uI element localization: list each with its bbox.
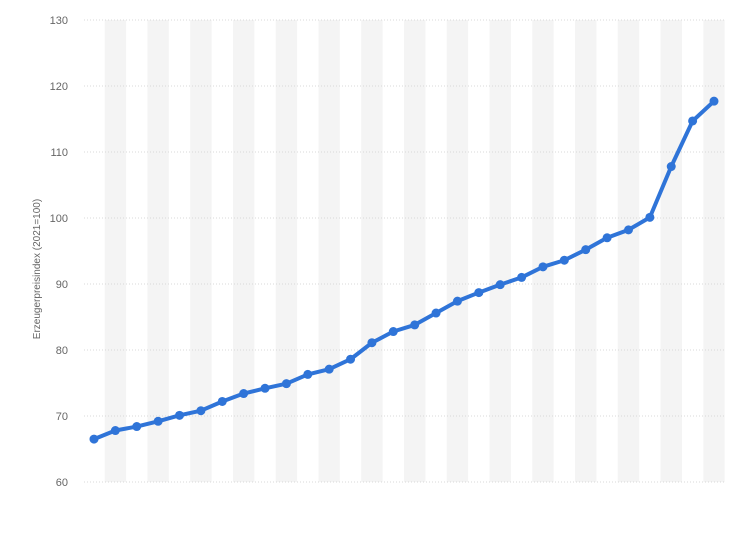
gridlines bbox=[84, 19, 726, 483]
series-points bbox=[89, 96, 719, 444]
data-point bbox=[431, 308, 441, 318]
column-bands bbox=[104, 20, 725, 482]
column-band bbox=[232, 20, 255, 482]
y-tick-label: 110 bbox=[50, 147, 68, 159]
data-point bbox=[688, 116, 698, 126]
y-tick-label: 80 bbox=[56, 345, 68, 357]
column-band bbox=[532, 20, 554, 482]
column-band bbox=[147, 20, 169, 482]
data-point bbox=[709, 96, 719, 106]
y-tick-label: 90 bbox=[56, 279, 68, 291]
data-point bbox=[623, 225, 633, 235]
data-point bbox=[196, 406, 206, 416]
y-tick-label: 120 bbox=[50, 81, 68, 93]
column-band bbox=[361, 20, 383, 482]
column-band bbox=[404, 20, 426, 482]
y-tick-label: 60 bbox=[56, 477, 68, 489]
data-point bbox=[602, 233, 612, 243]
column-band bbox=[275, 20, 298, 482]
data-point bbox=[89, 434, 99, 444]
data-point bbox=[452, 296, 462, 306]
y-tick-label: 130 bbox=[50, 15, 68, 27]
column-band bbox=[617, 20, 640, 482]
data-point bbox=[581, 245, 591, 255]
data-point bbox=[239, 389, 249, 399]
column-band bbox=[318, 20, 340, 482]
data-point bbox=[132, 422, 142, 432]
column-band bbox=[489, 20, 511, 482]
data-point bbox=[645, 212, 655, 222]
column-band bbox=[190, 20, 212, 482]
data-point bbox=[303, 369, 313, 379]
column-band bbox=[703, 20, 725, 482]
data-point bbox=[153, 416, 163, 426]
data-point bbox=[367, 338, 377, 348]
data-point bbox=[388, 327, 398, 337]
data-point bbox=[281, 379, 291, 389]
data-point bbox=[538, 262, 548, 272]
data-point bbox=[495, 280, 505, 290]
data-point bbox=[175, 410, 185, 420]
data-point bbox=[666, 162, 676, 172]
data-point bbox=[410, 320, 420, 330]
data-point bbox=[517, 272, 527, 282]
data-point bbox=[324, 364, 334, 374]
data-point bbox=[260, 383, 270, 393]
data-point bbox=[559, 255, 569, 265]
data-point bbox=[346, 354, 356, 364]
data-point bbox=[110, 426, 120, 436]
data-point bbox=[217, 396, 227, 406]
data-point bbox=[474, 288, 484, 298]
y-tick-label: 100 bbox=[50, 213, 68, 225]
column-band bbox=[446, 20, 469, 482]
column-band bbox=[104, 20, 127, 482]
y-tick-label: 70 bbox=[56, 411, 68, 423]
y-axis-ticks: 60 70 80 90 100 110 120 130 bbox=[50, 15, 68, 489]
y-axis-title: Erzeugerpreisindex (2021=100) bbox=[32, 199, 43, 339]
column-band bbox=[660, 20, 682, 482]
